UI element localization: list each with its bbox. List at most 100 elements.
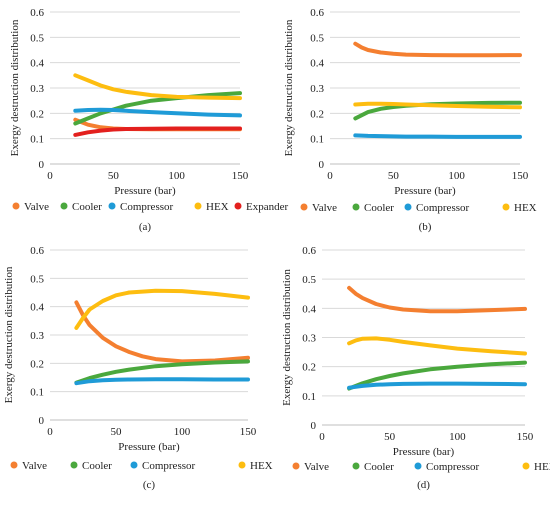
x-tick-label: 150: [240, 426, 257, 438]
legend-label: Valve: [24, 201, 49, 213]
legend-label: Cooler: [82, 460, 112, 472]
y-tick-label: 0.2: [302, 362, 316, 374]
legend-marker-hex: [238, 461, 246, 469]
y-tick-label: 0.4: [30, 58, 44, 70]
y-tick-label: 0.3: [30, 83, 44, 95]
panel-caption: (d): [417, 479, 430, 491]
x-tick-label: 50: [388, 170, 400, 182]
x-tick-label: 100: [174, 426, 191, 438]
panel-caption: (c): [143, 479, 156, 491]
x-tick-label: 100: [168, 170, 185, 182]
y-tick-label: 0.1: [30, 387, 44, 399]
panel-1: 0 0.1 0.2 0.3 0.4 0.5 0.6 0 50 100 150 Pressure (ba…: [9, 7, 288, 233]
x-tick-label: 100: [449, 431, 466, 443]
panel-4: 0 0.1 0.2 0.3 0.4 0.5 0.6 0 50 100 150 Pressure (ba…: [281, 245, 550, 491]
legend-marker-cooler: [70, 461, 78, 469]
legend-marker-compressor: [130, 461, 138, 469]
legend-marker-valve: [10, 461, 18, 469]
legend-label: HEX: [514, 202, 537, 214]
series-line-valve: [347, 285, 527, 314]
legend-marker-hex: [502, 203, 510, 211]
legend-label: Valve: [22, 460, 47, 472]
x-tick-label: 50: [108, 170, 120, 182]
series-line-hex: [74, 288, 250, 330]
legend-marker-compressor: [414, 462, 422, 470]
series-line-compressor: [73, 107, 242, 118]
legend-label: HEX: [534, 461, 550, 473]
y-tick-label: 0: [319, 159, 325, 171]
y-tick-label: 0.3: [30, 330, 44, 342]
legend-label: Valve: [312, 202, 337, 214]
panel-3: 0 0.1 0.2 0.3 0.4 0.5 0.6 0 50 100 150 Pressure (ba…: [3, 245, 273, 491]
y-tick-label: 0: [311, 420, 317, 432]
x-axis-title: Pressure (bar): [394, 185, 456, 197]
x-tick-label: 150: [517, 431, 534, 443]
y-tick-label: 0.6: [30, 245, 44, 257]
legend-label: Cooler: [364, 202, 394, 214]
series-line-valve: [353, 41, 522, 58]
x-tick-label: 150: [512, 170, 529, 182]
x-tick-label: 50: [111, 426, 123, 438]
panel-caption: (b): [419, 221, 432, 233]
y-axis-title: Exergy destruction distribution: [283, 19, 295, 156]
series-line-expander: [73, 126, 242, 137]
series-line-cooler: [74, 359, 250, 385]
legend-marker-compressor: [404, 203, 412, 211]
x-tick-label: 50: [384, 431, 396, 443]
legend-label: Cooler: [364, 461, 394, 473]
legend-marker-valve: [12, 202, 20, 210]
series-line-hex: [347, 336, 527, 356]
y-tick-label: 0.4: [30, 302, 44, 314]
legend-label: Compressor: [426, 461, 480, 473]
x-tick-label: 0: [327, 170, 333, 182]
y-tick-label: 0.3: [310, 83, 324, 95]
y-tick-label: 0.2: [30, 358, 44, 370]
y-tick-label: 0.1: [310, 134, 324, 146]
x-axis-title: Pressure (bar): [393, 446, 455, 458]
legend-marker-hex: [522, 462, 530, 470]
series-line-hex: [73, 73, 242, 101]
series-line-cooler: [347, 360, 527, 391]
x-axis-title: Pressure (bar): [118, 441, 180, 453]
y-tick-label: 0: [39, 159, 45, 171]
y-tick-label: 0.4: [310, 58, 324, 70]
y-tick-label: 0.2: [30, 108, 44, 120]
y-tick-label: 0.5: [302, 274, 316, 286]
legend-label: Valve: [304, 461, 329, 473]
series-line-compressor: [74, 377, 250, 386]
panel-caption: (a): [139, 221, 152, 233]
y-tick-label: 0.4: [302, 303, 316, 315]
x-tick-label: 0: [319, 431, 325, 443]
y-axis-title: Exergy destruction distribution: [281, 269, 293, 406]
y-tick-label: 0.1: [30, 134, 44, 146]
y-tick-label: 0.6: [30, 7, 44, 19]
legend-label: Compressor: [120, 201, 174, 213]
legend-label: Expander: [246, 201, 288, 213]
y-tick-label: 0.3: [302, 333, 316, 345]
legend-label: HEX: [250, 460, 273, 472]
legend-marker-cooler: [352, 203, 360, 211]
legend-label: HEX: [206, 201, 229, 213]
x-tick-label: 0: [47, 426, 53, 438]
panel-2: 0 0.1 0.2 0.3 0.4 0.5 0.6 0 50 100 150 Pressure (ba…: [283, 7, 537, 233]
x-tick-label: 0: [47, 170, 53, 182]
legend-marker-valve: [292, 462, 300, 470]
legend-marker-expander: [234, 202, 242, 210]
series-line-valve: [74, 300, 250, 364]
y-tick-label: 0.5: [30, 273, 44, 285]
legend-label: Cooler: [72, 201, 102, 213]
legend-label: Compressor: [416, 202, 470, 214]
x-tick-label: 100: [448, 170, 465, 182]
legend-marker-valve: [300, 203, 308, 211]
series-line-compressor: [347, 381, 527, 390]
y-tick-label: 0.1: [302, 391, 316, 403]
x-tick-label: 150: [232, 170, 249, 182]
y-tick-label: 0.6: [302, 245, 316, 257]
legend-marker-hex: [194, 202, 202, 210]
y-tick-label: 0.2: [310, 108, 324, 120]
y-tick-label: 0.6: [310, 7, 324, 19]
y-tick-label: 0.5: [310, 32, 324, 44]
legend-marker-cooler: [352, 462, 360, 470]
legend-marker-compressor: [108, 202, 116, 210]
